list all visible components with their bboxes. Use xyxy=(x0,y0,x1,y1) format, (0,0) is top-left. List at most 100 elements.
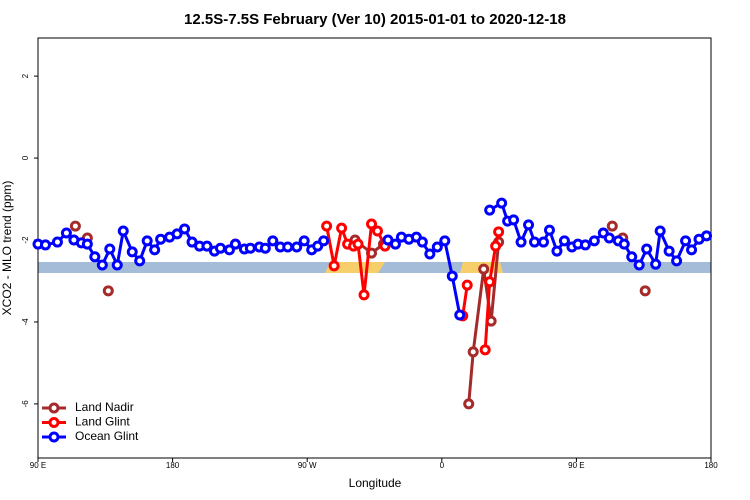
x-tick-label: 180 xyxy=(704,461,718,470)
marker xyxy=(579,239,591,251)
marker xyxy=(508,214,520,226)
marker xyxy=(654,225,666,237)
marker xyxy=(134,255,146,267)
marker xyxy=(336,222,348,234)
marker xyxy=(551,245,563,257)
x-tick-label: 180 xyxy=(166,461,180,470)
marker xyxy=(493,226,505,238)
marker xyxy=(171,228,183,240)
marker xyxy=(201,240,213,252)
legend-label: Land Nadir xyxy=(75,400,134,414)
marker xyxy=(461,279,473,291)
x-tick-label: 0 xyxy=(440,461,445,470)
marker xyxy=(529,236,541,248)
marker xyxy=(282,241,294,253)
marker xyxy=(686,244,698,256)
marker xyxy=(141,235,153,247)
marker xyxy=(267,235,279,247)
legend-label: Ocean Glint xyxy=(75,429,139,443)
marker xyxy=(558,235,570,247)
marker xyxy=(179,223,191,235)
marker xyxy=(467,346,479,358)
x-tick-label: 90 E xyxy=(30,461,46,470)
marker xyxy=(291,241,303,253)
marker xyxy=(537,236,549,248)
marker xyxy=(680,235,692,247)
marker xyxy=(650,258,662,270)
x-tick-label: 90 W xyxy=(298,461,317,470)
marker xyxy=(371,225,383,237)
marker xyxy=(523,219,535,231)
marker xyxy=(671,255,683,267)
marker xyxy=(229,238,241,250)
x-tick-label: 90 E xyxy=(568,461,584,470)
y-tick-label: -4 xyxy=(21,318,30,326)
marker xyxy=(321,220,333,232)
marker xyxy=(484,276,496,288)
marker xyxy=(214,242,226,254)
marker xyxy=(639,285,651,297)
marker xyxy=(60,227,72,239)
marker xyxy=(389,238,401,250)
marker xyxy=(515,236,527,248)
marker xyxy=(89,251,101,263)
marker xyxy=(358,289,370,301)
marker xyxy=(328,260,340,272)
marker xyxy=(701,230,713,242)
marker xyxy=(606,220,618,232)
marker xyxy=(588,235,600,247)
legend-marker xyxy=(48,417,60,428)
marker xyxy=(318,235,330,247)
series-line xyxy=(483,231,501,350)
marker xyxy=(96,259,108,271)
marker xyxy=(111,259,123,271)
legend-label: Land Glint xyxy=(75,415,130,429)
marker xyxy=(69,220,81,232)
y-tick-label: -2 xyxy=(21,236,30,244)
y-axis-label: XCO2 - MLO trend (ppm) xyxy=(0,181,14,316)
marker xyxy=(543,224,555,236)
x-axis-label: Longitude xyxy=(349,476,402,490)
marker xyxy=(633,259,645,271)
marker xyxy=(479,344,491,356)
marker xyxy=(439,235,451,247)
land-band xyxy=(325,262,385,273)
marker xyxy=(81,238,93,250)
marker xyxy=(618,238,630,250)
marker xyxy=(416,236,428,248)
marker xyxy=(51,236,63,248)
marker xyxy=(155,233,167,245)
marker xyxy=(663,245,675,257)
legend-marker xyxy=(48,402,60,414)
marker xyxy=(259,242,271,254)
marker xyxy=(484,204,496,216)
marker xyxy=(463,398,475,410)
marker xyxy=(431,241,443,253)
marker xyxy=(104,243,116,255)
y-tick-label: 2 xyxy=(21,73,30,78)
marker xyxy=(424,248,436,260)
chart-title: 12.5S-7.5S February (Ver 10) 2015-01-01 … xyxy=(184,11,566,28)
marker xyxy=(102,285,114,297)
marker xyxy=(149,244,161,256)
marker xyxy=(298,235,310,247)
marker xyxy=(366,218,378,230)
marker xyxy=(490,240,502,252)
marker xyxy=(454,309,466,321)
marker xyxy=(244,242,256,254)
marker xyxy=(641,243,653,255)
marker xyxy=(117,225,129,237)
marker xyxy=(626,251,638,263)
marker xyxy=(352,238,364,250)
marker xyxy=(496,197,508,209)
marker xyxy=(39,239,51,251)
legend-marker xyxy=(48,431,60,443)
marker xyxy=(126,246,138,258)
marker xyxy=(603,232,615,244)
plot-frame xyxy=(37,37,712,459)
marker xyxy=(478,263,490,275)
marker xyxy=(446,270,458,282)
y-tick-label: -6 xyxy=(21,400,30,408)
y-tick-label: 0 xyxy=(21,155,30,160)
